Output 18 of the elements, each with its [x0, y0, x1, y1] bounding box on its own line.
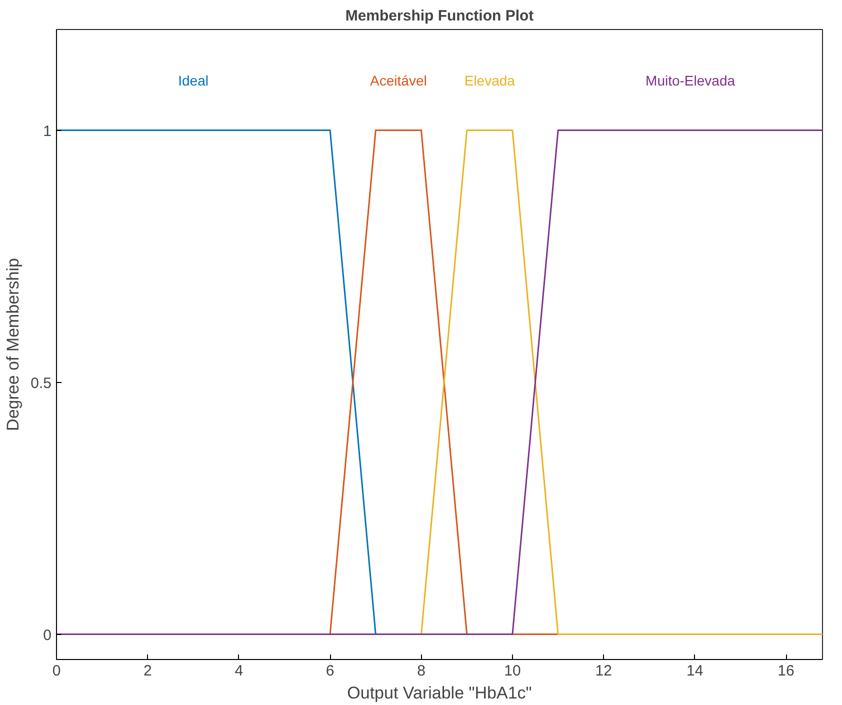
- text: Aceitável: [370, 72, 427, 88]
- x-tick-label: 8: [417, 662, 426, 680]
- y-axis-title: Degree of Membership: [4, 258, 23, 431]
- y-tick-label: 0: [43, 626, 52, 644]
- x-tick-label: 12: [595, 662, 612, 680]
- x-tick-label: 16: [778, 662, 794, 680]
- chart-title: Membership Function Plot: [345, 8, 534, 24]
- text: Elevada: [464, 72, 516, 88]
- x-tick-label: 14: [686, 662, 704, 680]
- text: Muito-Elevada: [646, 72, 736, 88]
- y-tick-label: 1: [43, 122, 52, 140]
- x-tick-label: 10: [504, 662, 521, 680]
- text: Ideal: [178, 72, 208, 88]
- x-axis-title: Output Variable "HbA1c": [347, 684, 532, 702]
- x-tick-label: 6: [326, 662, 334, 680]
- y-tick-label: 0.5: [30, 374, 52, 392]
- x-tick-label: 4: [234, 662, 244, 680]
- x-tick-label: 2: [144, 662, 152, 680]
